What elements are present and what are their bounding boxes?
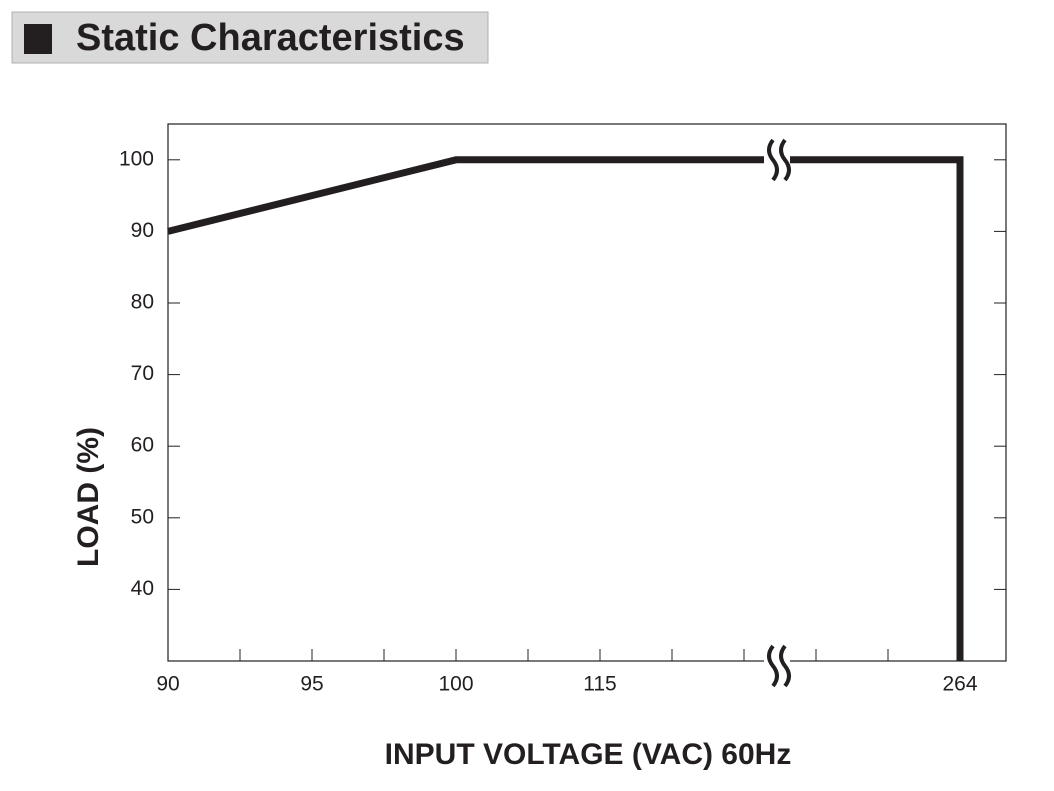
- y-tick-label: 50: [131, 505, 154, 528]
- y-tick-label: 90: [131, 219, 154, 242]
- x-tick-label: 95: [300, 673, 323, 696]
- x-tick-label: 264: [942, 673, 977, 696]
- y-tick-label: 40: [131, 577, 154, 600]
- plot: 40 50 60 70 80 90 100 90 95 100 115 264: [119, 147, 1006, 696]
- y-tick-label: 60: [131, 434, 154, 457]
- plot-frame: [167, 123, 1007, 662]
- axis-break: [764, 138, 791, 688]
- y-tick-label: 70: [131, 362, 154, 385]
- x-tick-label: 115: [583, 673, 616, 696]
- title-square: [24, 24, 52, 54]
- x-axis-label: INPUT VOLTAGE (VAC) 60Hz: [385, 738, 792, 771]
- data-line: [167, 156, 964, 661]
- y-tick-label: 100: [119, 147, 154, 170]
- title-box: [11, 11, 489, 64]
- y-tick-label: 80: [131, 291, 154, 314]
- x-tick-label: 90: [156, 673, 179, 696]
- x-tick-label: 100: [438, 673, 473, 696]
- chart-title: Static Characteristics: [76, 17, 465, 59]
- y-axis-label: LOAD (%): [72, 427, 105, 567]
